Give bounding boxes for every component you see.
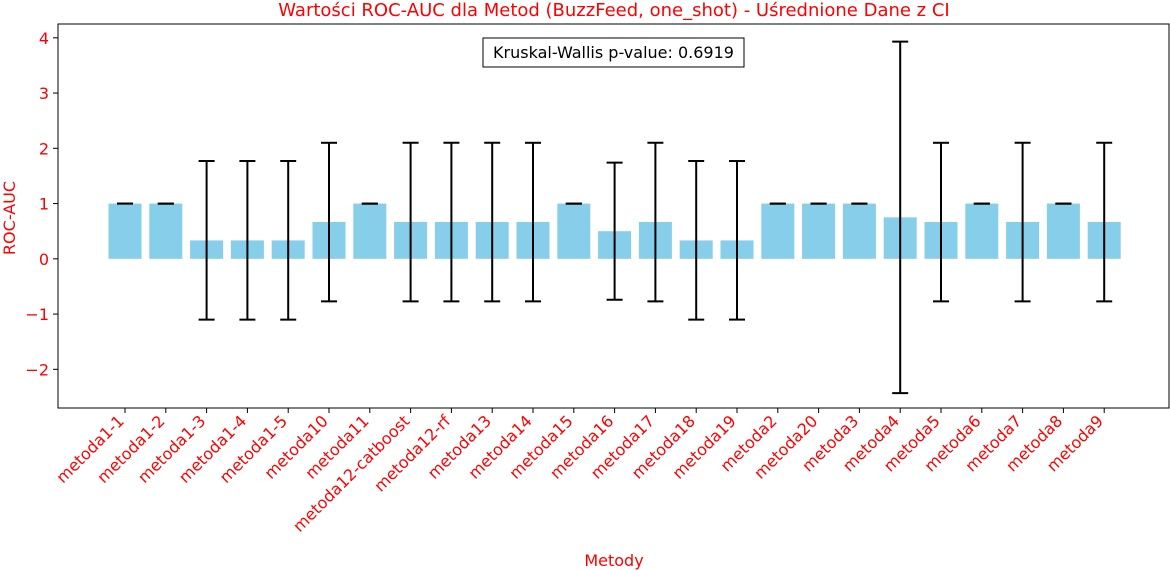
y-tick-label: 4 (39, 29, 49, 48)
y-tick-label: 2 (39, 139, 49, 158)
x-axis-label: Metody (584, 551, 643, 570)
bar (557, 203, 591, 259)
bar (149, 203, 183, 259)
bar (802, 203, 836, 259)
chart-title: Wartości ROC-AUC dla Metod (BuzzFeed, on… (278, 0, 949, 21)
y-tick-label: 3 (39, 84, 49, 103)
y-axis-label: ROC-AUC (0, 181, 19, 255)
bar (1046, 203, 1080, 259)
bar (761, 203, 795, 259)
y-tick-label: −1 (25, 305, 49, 324)
y-tick-label: 1 (39, 195, 49, 214)
bar (353, 203, 387, 259)
y-tick-label: 0 (39, 250, 49, 269)
bar (108, 203, 142, 259)
bar (965, 203, 999, 259)
plot-frame (57, 23, 1170, 409)
annotation-box (482, 37, 745, 68)
bar (842, 203, 876, 259)
y-tick-label: −2 (25, 360, 49, 379)
kruskal-wallis-annotation: Kruskal-Wallis p-value: 0.6919 (493, 43, 734, 62)
plot-area: −2−101234metoda1-1metoda1-2metoda1-3meto… (25, 23, 1170, 536)
